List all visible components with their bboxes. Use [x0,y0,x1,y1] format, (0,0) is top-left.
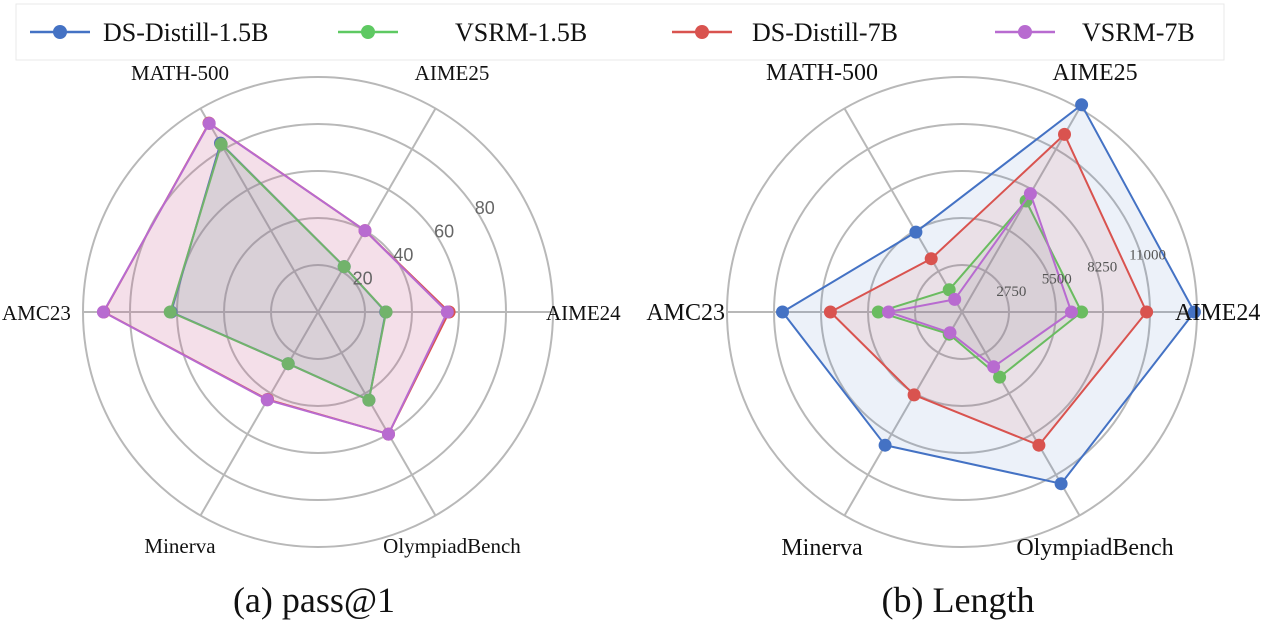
data-point [358,224,372,238]
data-point [987,360,1001,374]
radar-axis-labels: AIME24 AIME25 MATH-500 AMC23 Minerva Olympiad… [646,60,1260,561]
radar-tick-labels: 20 40 60 80 [353,198,495,289]
data-point [163,305,177,319]
axis-label-math-500: MATH-500 [766,60,878,86]
tick-label: 5500 [1042,272,1072,288]
data-point [907,388,921,402]
grid-spoke [843,107,963,313]
chart-caption: (a) pass@1 [233,580,395,620]
data-point [1032,438,1046,452]
legend-entry-ds-distill-7b: DS-Distill-7B [672,18,898,47]
radar-chart-length: 2750 5500 8250 11000 AIME24 AIME25 MATH-500 AM… [646,60,1260,620]
radar-series-group [96,116,456,441]
data-point [776,305,789,319]
axis-label-aime24: AIME24 [546,301,621,325]
data-point [214,137,228,151]
radar-series-group [776,98,1201,491]
axis-label-math-500: MATH-500 [131,61,229,85]
tick-label: 11000 [1129,247,1166,263]
legend-swatch-marker [695,25,709,39]
data-point [362,393,376,407]
radar-tick-labels: 2750 5500 8250 11000 [996,247,1166,300]
data-point [878,438,892,452]
grid-spoke [317,107,437,313]
grid-spoke [843,311,963,517]
series-ds-distill-1-5b [776,98,1201,491]
axis-label-aime25: AIME25 [415,61,490,85]
tick-label: 8250 [1087,260,1117,276]
axis-label-minerva: Minerva [781,535,863,561]
data-point [823,305,837,319]
axis-label-minerva: Minerva [144,534,216,558]
legend-swatch-marker [1018,25,1032,39]
axis-label-olympiadbench: OlympiadBench [1016,535,1173,561]
legend-swatch-marker [53,25,67,39]
legend-label: VSRM-7B [1082,18,1195,47]
series-ds-distill-7b [823,127,1154,452]
axis-label-amc23: AMC23 [2,301,71,325]
data-point [440,305,454,319]
legend-label: VSRM-1.5B [455,18,587,47]
tick-label: 60 [434,222,454,242]
data-point [1064,305,1078,319]
data-point [1075,305,1089,319]
series-vsrm-7b [882,187,1078,374]
legend-entry-vsrm-7b: VSRM-7B [995,18,1195,47]
data-point [909,225,923,239]
axis-label-olympiadbench: OlympiadBench [383,534,521,558]
data-point [1140,305,1154,319]
legend-label: DS-Distill-7B [752,18,898,47]
data-point [379,305,393,319]
grid-spoke [199,311,319,517]
data-point [948,292,962,306]
axis-label-aime25: AIME25 [1052,60,1137,86]
data-point [96,305,110,319]
chart-caption: (b) Length [882,580,1035,620]
tick-label: 20 [353,269,373,289]
data-point [993,370,1007,384]
tick-label: 80 [475,198,495,218]
series-vsrm-1-5b [163,137,393,407]
grid-spoke [961,107,1081,313]
data-point [260,393,274,407]
legend-label: DS-Distill-1.5B [103,18,268,47]
data-point [281,357,295,371]
series-vsrm-7b [96,117,454,441]
data-point [942,283,956,297]
data-point [1187,305,1201,319]
data-point [1023,187,1037,201]
axis-label-aime24: AIME24 [1175,300,1260,326]
data-point [382,427,395,441]
radar-chart-pass-at-1: 20 40 60 80 AIME24 AIME25 MATH-500 AMC23 Minerv… [2,61,621,620]
data-point [943,326,957,340]
grid-spoke [317,311,437,517]
data-point [337,260,351,274]
data-point [1075,98,1089,112]
radar-axis-labels: AIME24 AIME25 MATH-500 AMC23 Minerva Olympiad… [2,61,621,558]
data-point [202,117,216,130]
axis-label-amc23: AMC23 [646,300,725,326]
legend-entry-vsrm-1-5b: VSRM-1.5B [338,18,587,47]
data-point [871,305,885,319]
series-area [102,122,449,436]
data-point [882,305,895,319]
tick-label: 40 [393,245,413,265]
data-point [1054,477,1068,491]
legend-swatch-marker [361,25,375,39]
data-point [1058,127,1071,141]
tick-label: 2750 [996,284,1026,300]
data-point [924,252,938,266]
legend: DS-Distill-1.5B VSRM-1.5B DS-Distill-7B … [15,3,1225,61]
legend-entry-ds-distill-1-5b: DS-Distill-1.5B [30,18,268,47]
